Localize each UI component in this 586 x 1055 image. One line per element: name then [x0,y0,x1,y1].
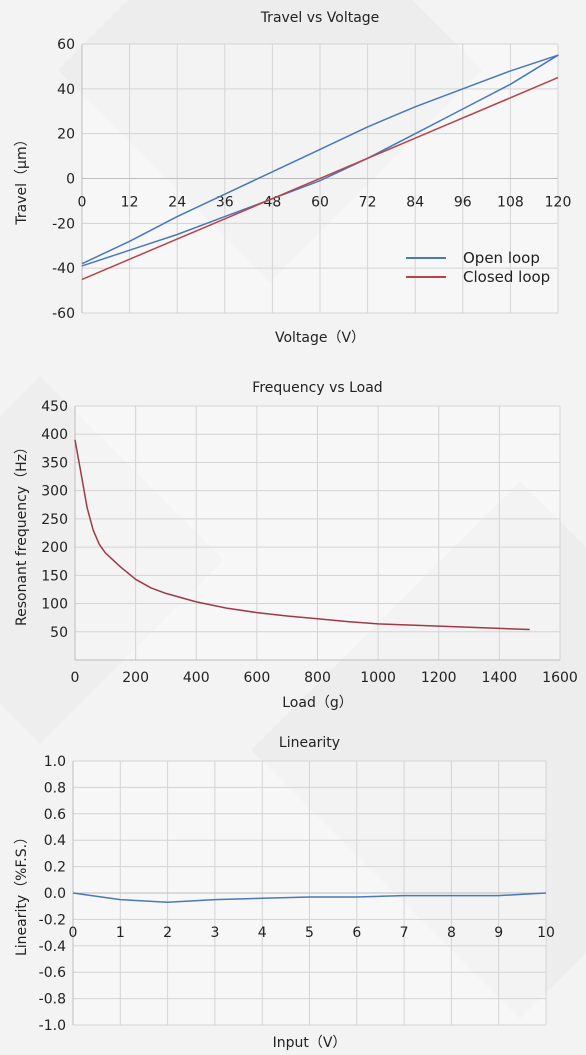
series-line [81,76,559,281]
x-tick-label: 4 [258,925,267,941]
x-tick-label: 60 [311,195,329,211]
y-tick-label: 450 [41,399,68,415]
x-tick-label: 3 [210,925,219,941]
y-tick-label: 150 [41,568,68,584]
legend-label: Open loop [463,249,540,267]
series-line [74,439,530,631]
y-tick-label: -1.0 [39,1018,66,1034]
x-tick-label: 1 [116,925,125,941]
x-tick-label: 108 [497,195,524,211]
frequency-vs-load-chart: 50 100 150 200 250 300 350 400 450 0 200 400 600 800 1… [14,380,578,711]
y-tick-label: -0.2 [39,912,66,928]
x-tick-label: 12 [121,195,139,211]
y-tick-label: 400 [41,427,68,443]
x-tick-label: 72 [359,195,377,211]
x-tick-label: 24 [168,195,186,211]
x-tick-label: 5 [305,925,314,941]
y-tick-label: 100 [41,597,68,613]
x-axis-label: Input（V） [273,1035,347,1051]
y-tick-label: 0.6 [44,807,66,823]
x-tick-label: 9 [494,925,503,941]
x-tick-label: 36 [216,195,234,211]
x-tick-label: 84 [406,195,424,211]
x-tick-label: 96 [454,195,472,211]
y-tick-label: -20 [52,216,75,232]
y-axis-label: Linearity（%F.S.） [14,830,30,956]
y-tick-label: 1.0 [44,754,66,770]
y-axis-label: Resonant frequency（Hz） [14,440,30,626]
y-tick-label: 0.8 [44,780,66,796]
y-tick-label: 60 [57,37,75,53]
x-tick-label: 1200 [421,670,457,686]
y-tick-label: 250 [41,512,68,528]
y-tick-label: 20 [57,127,75,143]
y-tick-label: -60 [52,306,75,322]
y-tick-label: 200 [41,540,68,556]
y-tick-label: 0 [66,172,75,188]
x-tick-label: 48 [263,195,281,211]
y-tick-label: 0.4 [44,833,66,849]
legend-label: Closed loop [463,268,550,286]
x-tick-label: 2 [163,925,172,941]
x-axis-label: Load（g） [282,695,352,711]
y-axis-label: Travel（μm） [14,132,30,225]
y-tick-label: 0.0 [44,886,66,902]
x-tick-label: 8 [447,925,456,941]
series-line [81,54,559,267]
linearity-chart: -1.0 -0.8 -0.6 -0.4 -0.2 0.0 0.2 0.4 0.6 0.8 1.0 0 1… [14,735,555,1051]
y-tick-label: -0.8 [39,992,66,1008]
x-tick-label: 1600 [542,670,578,686]
x-tick-label: 400 [183,670,210,686]
x-tick-label: 1400 [482,670,518,686]
x-tick-label: 200 [122,670,149,686]
y-tick-label: 300 [41,484,68,500]
y-tick-label: 50 [50,625,68,641]
y-tick-label: 350 [41,455,68,471]
y-tick-label: -0.6 [39,965,66,981]
x-tick-label: 1000 [360,670,396,686]
series-line [72,892,547,903]
x-tick-label: 7 [400,925,409,941]
y-tick-label: 0.2 [44,860,66,876]
x-tick-label: 0 [69,925,78,941]
y-tick-label: -0.4 [39,939,66,955]
x-tick-label: 6 [352,925,361,941]
x-axis-label: Voltage（V） [275,330,365,346]
x-tick-label: 120 [545,195,572,211]
y-tick-label: -40 [52,261,75,277]
chart-title: Travel vs Voltage [260,10,380,26]
x-tick-label: 10 [537,925,555,941]
x-tick-label: 600 [244,670,271,686]
x-tick-label: 0 [78,195,87,211]
x-tick-label: 0 [71,670,80,686]
y-tick-label: 40 [57,82,75,98]
chart-title: Linearity [279,735,340,751]
x-tick-label: 800 [304,670,331,686]
chart-title: Frequency vs Load [252,380,382,396]
